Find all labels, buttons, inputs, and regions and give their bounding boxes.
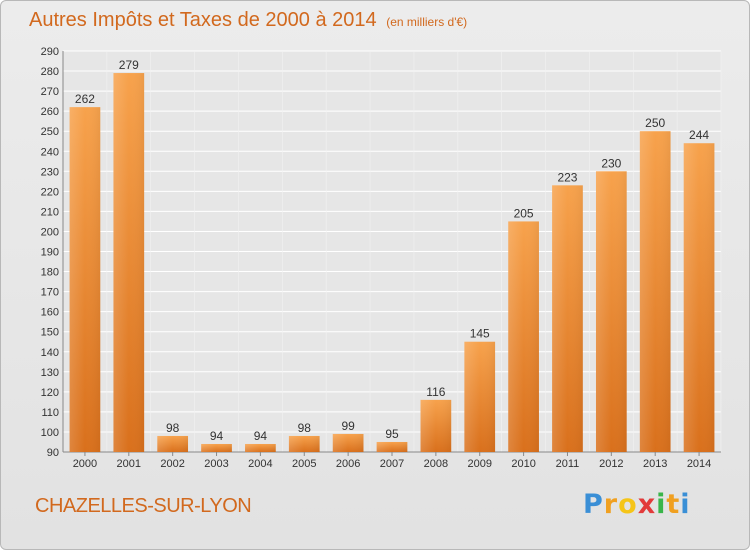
- y-tick-label: 160: [41, 307, 59, 319]
- bar-shine: [288, 435, 320, 452]
- y-tick-label: 280: [41, 66, 59, 78]
- brand-letter: r: [603, 489, 619, 520]
- y-tick-label: 130: [41, 367, 59, 379]
- bar-shine: [595, 171, 627, 453]
- x-tick-label: 2012: [599, 458, 623, 470]
- y-tick-label: 200: [41, 226, 59, 238]
- data-label: 223: [557, 170, 577, 184]
- data-label: 95: [385, 427, 399, 441]
- place-name: CHAZELLES-SUR-LYON: [35, 495, 252, 517]
- bar-shine: [420, 399, 452, 452]
- x-tick-label: 2001: [117, 458, 141, 470]
- x-tick-label: 2006: [336, 458, 360, 470]
- chart-title-text: Autres Impôts et Taxes de 2000 à 2014: [29, 9, 377, 31]
- brand-letter: i: [656, 489, 667, 520]
- data-label: 145: [470, 327, 490, 341]
- data-label: 99: [341, 419, 355, 433]
- brand-letter: x: [637, 489, 657, 520]
- y-tick-label: 240: [41, 146, 59, 158]
- bar-shine: [69, 107, 101, 452]
- bar-shine: [376, 441, 408, 452]
- x-tick-label: 2002: [160, 458, 184, 470]
- brand-letter: t: [666, 489, 681, 520]
- y-tick-label: 140: [41, 347, 59, 359]
- data-label: 279: [119, 58, 139, 72]
- x-tick-label: 2014: [687, 458, 711, 470]
- brand-logo: Proxiti: [583, 489, 691, 520]
- bar-shine: [552, 185, 583, 452]
- y-tick-label: 220: [41, 186, 59, 198]
- bar-shine: [508, 221, 539, 452]
- bar-shine: [201, 443, 232, 452]
- bar-shine: [683, 143, 715, 453]
- y-tick-label: 100: [41, 427, 59, 439]
- data-label: 94: [254, 429, 268, 443]
- bar-shine: [113, 73, 145, 453]
- chart-title: Autres Impôts et Taxes de 2000 à 2014 (e…: [29, 9, 467, 32]
- data-label: 205: [514, 206, 534, 220]
- y-tick-label: 290: [41, 46, 59, 58]
- data-label: 230: [601, 156, 621, 170]
- y-tick-label: 190: [41, 247, 59, 259]
- bar-shine: [639, 131, 671, 452]
- y-tick-label: 230: [41, 166, 59, 178]
- data-label: 98: [298, 421, 312, 435]
- x-tick-label: 2007: [380, 458, 404, 470]
- bar-shine: [157, 435, 189, 452]
- data-label: 116: [426, 385, 445, 399]
- y-tick-label: 180: [41, 267, 59, 279]
- x-tick-label: 2010: [511, 458, 535, 470]
- x-tick-label: 2013: [643, 458, 667, 470]
- x-tick-label: 2008: [424, 458, 448, 470]
- data-label: 244: [689, 128, 709, 142]
- bar-shine: [245, 443, 276, 452]
- x-tick-label: 2004: [248, 458, 272, 470]
- data-label: 262: [75, 92, 95, 106]
- data-label: 250: [645, 116, 665, 130]
- y-tick-label: 150: [41, 327, 59, 339]
- data-label: 94: [210, 429, 224, 443]
- y-tick-label: 250: [41, 126, 59, 138]
- y-tick-label: 90: [47, 447, 59, 459]
- x-tick-label: 2005: [292, 458, 316, 470]
- y-tick-label: 260: [41, 106, 59, 118]
- y-tick-label: 270: [41, 86, 59, 98]
- chart-subtitle: (en milliers d'€): [386, 15, 468, 29]
- y-tick-label: 170: [41, 287, 59, 299]
- bar-shine: [332, 433, 364, 452]
- brand-letter: i: [680, 489, 691, 520]
- x-tick-label: 2000: [73, 458, 97, 470]
- y-tick-label: 210: [41, 206, 59, 218]
- brand-letter: P: [583, 489, 604, 520]
- brand-letter: o: [618, 489, 638, 520]
- x-tick-label: 2009: [467, 458, 491, 470]
- x-tick-label: 2003: [204, 458, 228, 470]
- x-tick-label: 2011: [556, 458, 580, 470]
- bar-shine: [464, 341, 496, 452]
- data-label: 98: [166, 421, 180, 435]
- y-tick-label: 110: [41, 407, 59, 419]
- y-tick-label: 120: [41, 387, 59, 399]
